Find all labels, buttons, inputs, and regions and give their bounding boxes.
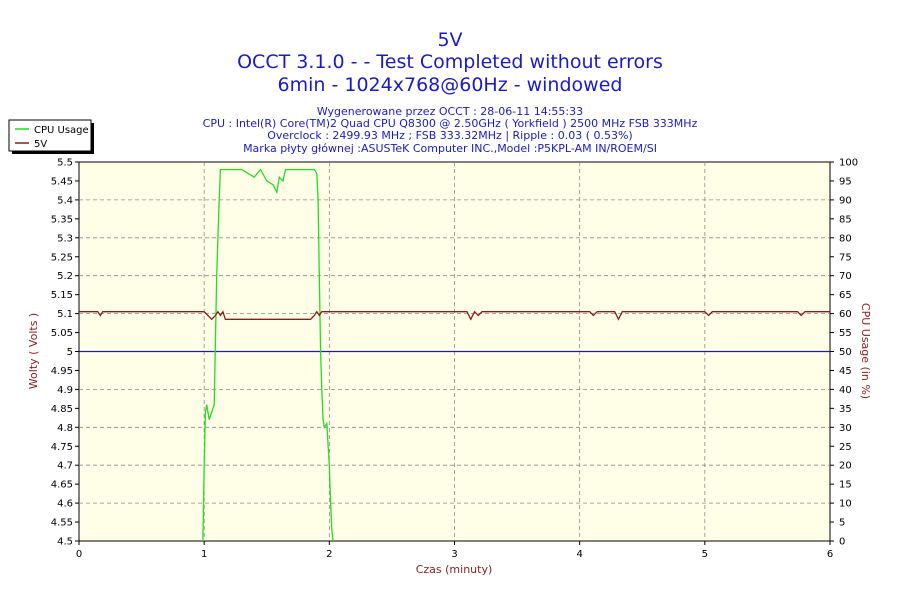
x-tick-label: 6 [827,549,833,560]
info-overclock: Overclock : 2499.93 MHz ; FSB 333.32MHz … [267,129,632,142]
y-tick-label: 5.25 [51,252,73,263]
y2-tick-label: 35 [839,404,852,415]
y-tick-label: 5.5 [57,158,73,169]
y2-tick-label: 55 [839,328,852,339]
y2-tick-label: 10 [839,499,852,510]
x-tick-label: 2 [326,549,332,560]
y2-tick-label: 5 [839,518,845,529]
legend: CPU Usage 5V [8,119,94,154]
y2-tick-label: 25 [839,442,852,453]
y-tick-label: 4.8 [57,423,73,434]
series-line-5v [79,310,830,321]
y-axis-ticks: 4.5 4.55 4.6 4.65 4.7 4.75 4.8 4.85 4.9 4.95 5 5.05… [51,158,79,548]
chart-subtitle-duration: 6min - 1024x768@60Hz - windowed [278,74,623,96]
x-tick-label: 0 [76,549,82,560]
legend-box [8,119,92,152]
x-axis-ticks: 0 1 2 3 4 5 6 [76,541,833,560]
y-tick-label: 4.9 [57,385,73,396]
y-tick-label: 5.45 [51,176,73,187]
y2-tick-label: 50 [839,347,852,358]
legend-label-cpu-usage: CPU Usage [34,125,89,136]
y-tick-label: 4.75 [51,442,73,453]
y-tick-label: 5.35 [51,214,73,225]
info-motherboard: Marka płyty głównej :ASUSTeK Computer IN… [243,142,657,155]
y2-tick-label: 45 [839,366,852,377]
y-tick-label: 4.5 [57,537,73,548]
y2-tick-label: 40 [839,385,852,396]
y-tick-label: 4.6 [57,499,73,510]
y2-tick-label: 15 [839,480,852,491]
y2-tick-label: 85 [839,214,852,225]
y-tick-label: 5.05 [51,328,73,339]
y2-tick-label: 100 [839,158,858,169]
y2-tick-label: 20 [839,461,852,472]
legend-label-5v: 5V [34,139,47,150]
y-axis-label: Wolty ( Volts ) [27,313,40,389]
y-tick-label: 5.2 [57,271,73,282]
y2-axis-ticks: 0 5 10 15 20 25 30 35 40 45 50 55 60 65 70 75 80 85 90 95 10… [830,158,858,548]
series-lines [79,168,830,542]
info-generated: Wygenerowane przez OCCT : 28-06-11 14:55… [317,105,583,118]
y2-tick-label: 90 [839,195,852,206]
chart-title: 5V [437,29,462,51]
y-tick-label: 4.55 [51,518,73,529]
y-tick-label: 5.15 [51,290,73,301]
info-cpu: CPU : Intel(R) Core(TM)2 Quad CPU Q8300 … [203,117,698,130]
x-tick-label: 3 [451,549,457,560]
y-tick-label: 5.1 [57,309,73,320]
y-tick-label: 4.85 [51,404,73,415]
x-tick-label: 1 [201,549,207,560]
y2-tick-label: 30 [839,423,852,434]
y-tick-label: 4.95 [51,366,73,377]
y2-axis-label: CPU Usage (in %) [859,303,872,399]
y2-tick-label: 70 [839,271,852,282]
y-tick-label: 5.4 [57,195,73,206]
chart-subtitle-test: OCCT 3.1.0 - - Test Completed without er… [237,51,663,73]
y2-tick-label: 0 [839,537,845,548]
y-tick-label: 4.65 [51,480,73,491]
series-line-cpu-usage [202,168,334,542]
y-tick-label: 5 [67,347,73,358]
x-axis-label: Czas (minuty) [416,563,493,576]
y2-tick-label: 60 [839,309,852,320]
x-tick-label: 5 [702,549,708,560]
y-tick-label: 4.7 [57,461,73,472]
y2-tick-label: 65 [839,290,852,301]
y2-tick-label: 95 [839,176,852,187]
y-tick-label: 5.3 [57,233,73,244]
x-tick-label: 4 [576,549,582,560]
y2-tick-label: 75 [839,252,852,263]
y2-tick-label: 80 [839,233,852,244]
